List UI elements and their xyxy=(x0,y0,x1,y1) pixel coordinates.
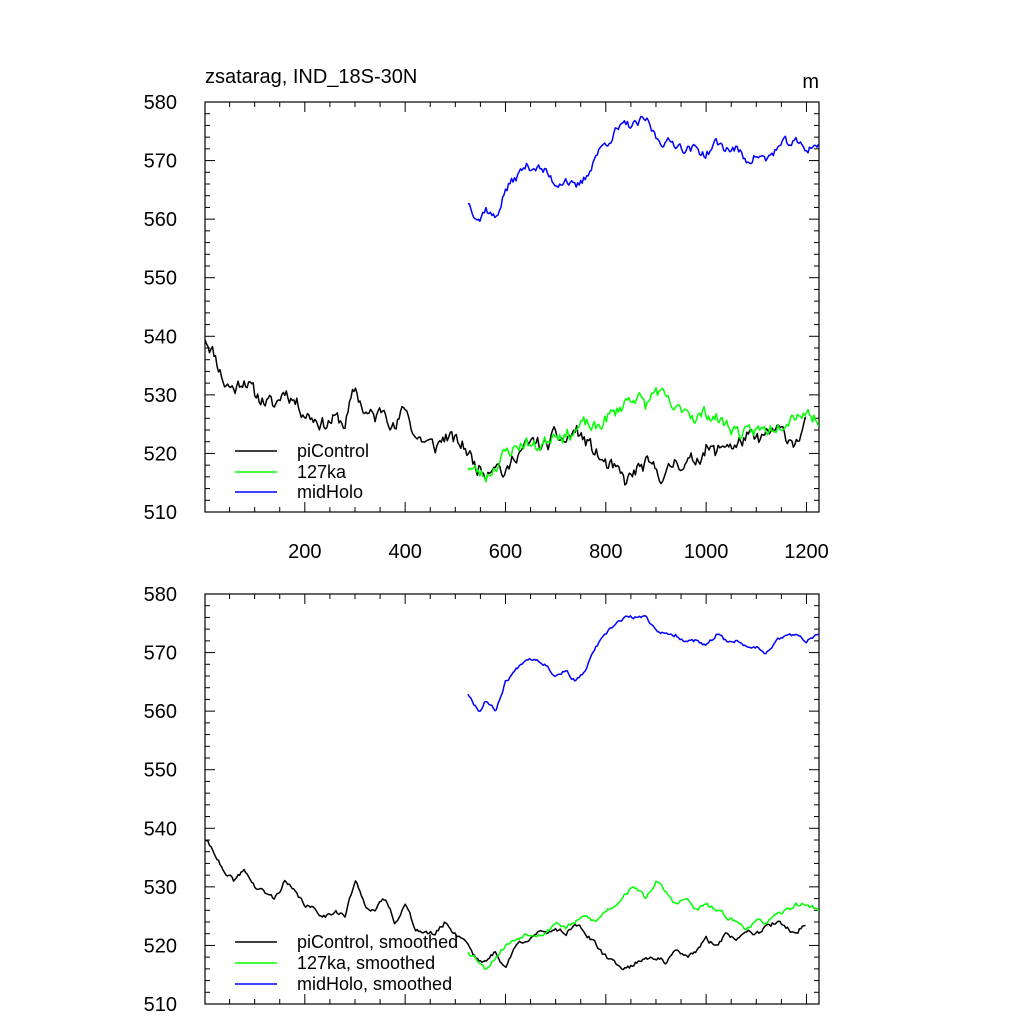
y-tick-label: 530 xyxy=(144,385,177,407)
series-line-127ka xyxy=(467,387,820,483)
legend-label-midholo-smoothed: midHolo, smoothed xyxy=(297,974,452,994)
series-group-bottom xyxy=(204,615,820,971)
y-tick-label: 540 xyxy=(144,818,177,840)
series-group-top xyxy=(204,115,820,486)
ticks-bottom xyxy=(205,593,819,1005)
x-tick-label: 800 xyxy=(589,541,622,563)
units-label: m xyxy=(802,71,819,93)
series-line-picontrol-smoothed xyxy=(204,839,806,971)
y-tick-label: 540 xyxy=(144,326,177,348)
x-tick-label: 600 xyxy=(489,541,522,563)
y-tick-label: 530 xyxy=(144,877,177,899)
chart-title: zsatarag, IND_18S-30N xyxy=(205,66,417,88)
legend-top: piControl 127ka midHolo xyxy=(235,441,369,502)
legend-label-127ka-smoothed: 127ka, smoothed xyxy=(297,953,435,973)
series-line-midholo xyxy=(467,115,820,223)
panel-top: zsatarag, IND_18S-30N m 200 400 600 800 1000… xyxy=(144,66,829,563)
y-tick-label: 520 xyxy=(144,443,177,465)
y-tick-label: 520 xyxy=(144,935,177,957)
x-tick-label: 200 xyxy=(288,541,321,563)
y-tick-label: 550 xyxy=(144,760,177,782)
legend-label-picontrol: piControl xyxy=(297,441,369,461)
series-line-midholo-smoothed xyxy=(467,615,819,713)
y-tick-label: 560 xyxy=(144,701,177,723)
ticks-top xyxy=(205,101,819,513)
x-tick-label: 400 xyxy=(388,541,421,563)
y-tick-label: 550 xyxy=(144,268,177,290)
y-tick-label: 560 xyxy=(144,209,177,231)
series-line-picontrol xyxy=(204,339,807,486)
x-tick-label: 1200 xyxy=(784,541,829,563)
legend-bottom: piControl, smoothed 127ka, smoothed midH… xyxy=(235,932,458,994)
legend-label-midholo: midHolo xyxy=(297,482,363,502)
y-tick-label: 510 xyxy=(144,502,177,524)
legend-label-picontrol-smoothed: piControl, smoothed xyxy=(297,932,458,952)
y-tick-labels-bottom: 510 520 530 540 550 560 570 580 xyxy=(144,584,177,1016)
y-tick-label: 570 xyxy=(144,151,177,173)
plot-frame-top xyxy=(204,101,820,513)
y-tick-label: 580 xyxy=(144,584,177,606)
panel-bottom: 510 520 530 540 550 560 570 580 piControl, smoo… xyxy=(144,584,820,1016)
y-tick-label: 510 xyxy=(144,994,177,1016)
y-tick-label: 580 xyxy=(144,92,177,114)
y-tick-labels-top: 510 520 530 540 550 560 570 580 xyxy=(144,92,177,524)
series-line-127ka-smoothed xyxy=(467,880,820,971)
x-tick-label: 1000 xyxy=(684,541,729,563)
legend-label-127ka: 127ka xyxy=(297,462,347,482)
y-tick-label: 570 xyxy=(144,643,177,665)
plot-frame-bottom xyxy=(204,593,820,1005)
x-tick-labels-top: 200 400 600 800 1000 1200 xyxy=(288,541,829,563)
